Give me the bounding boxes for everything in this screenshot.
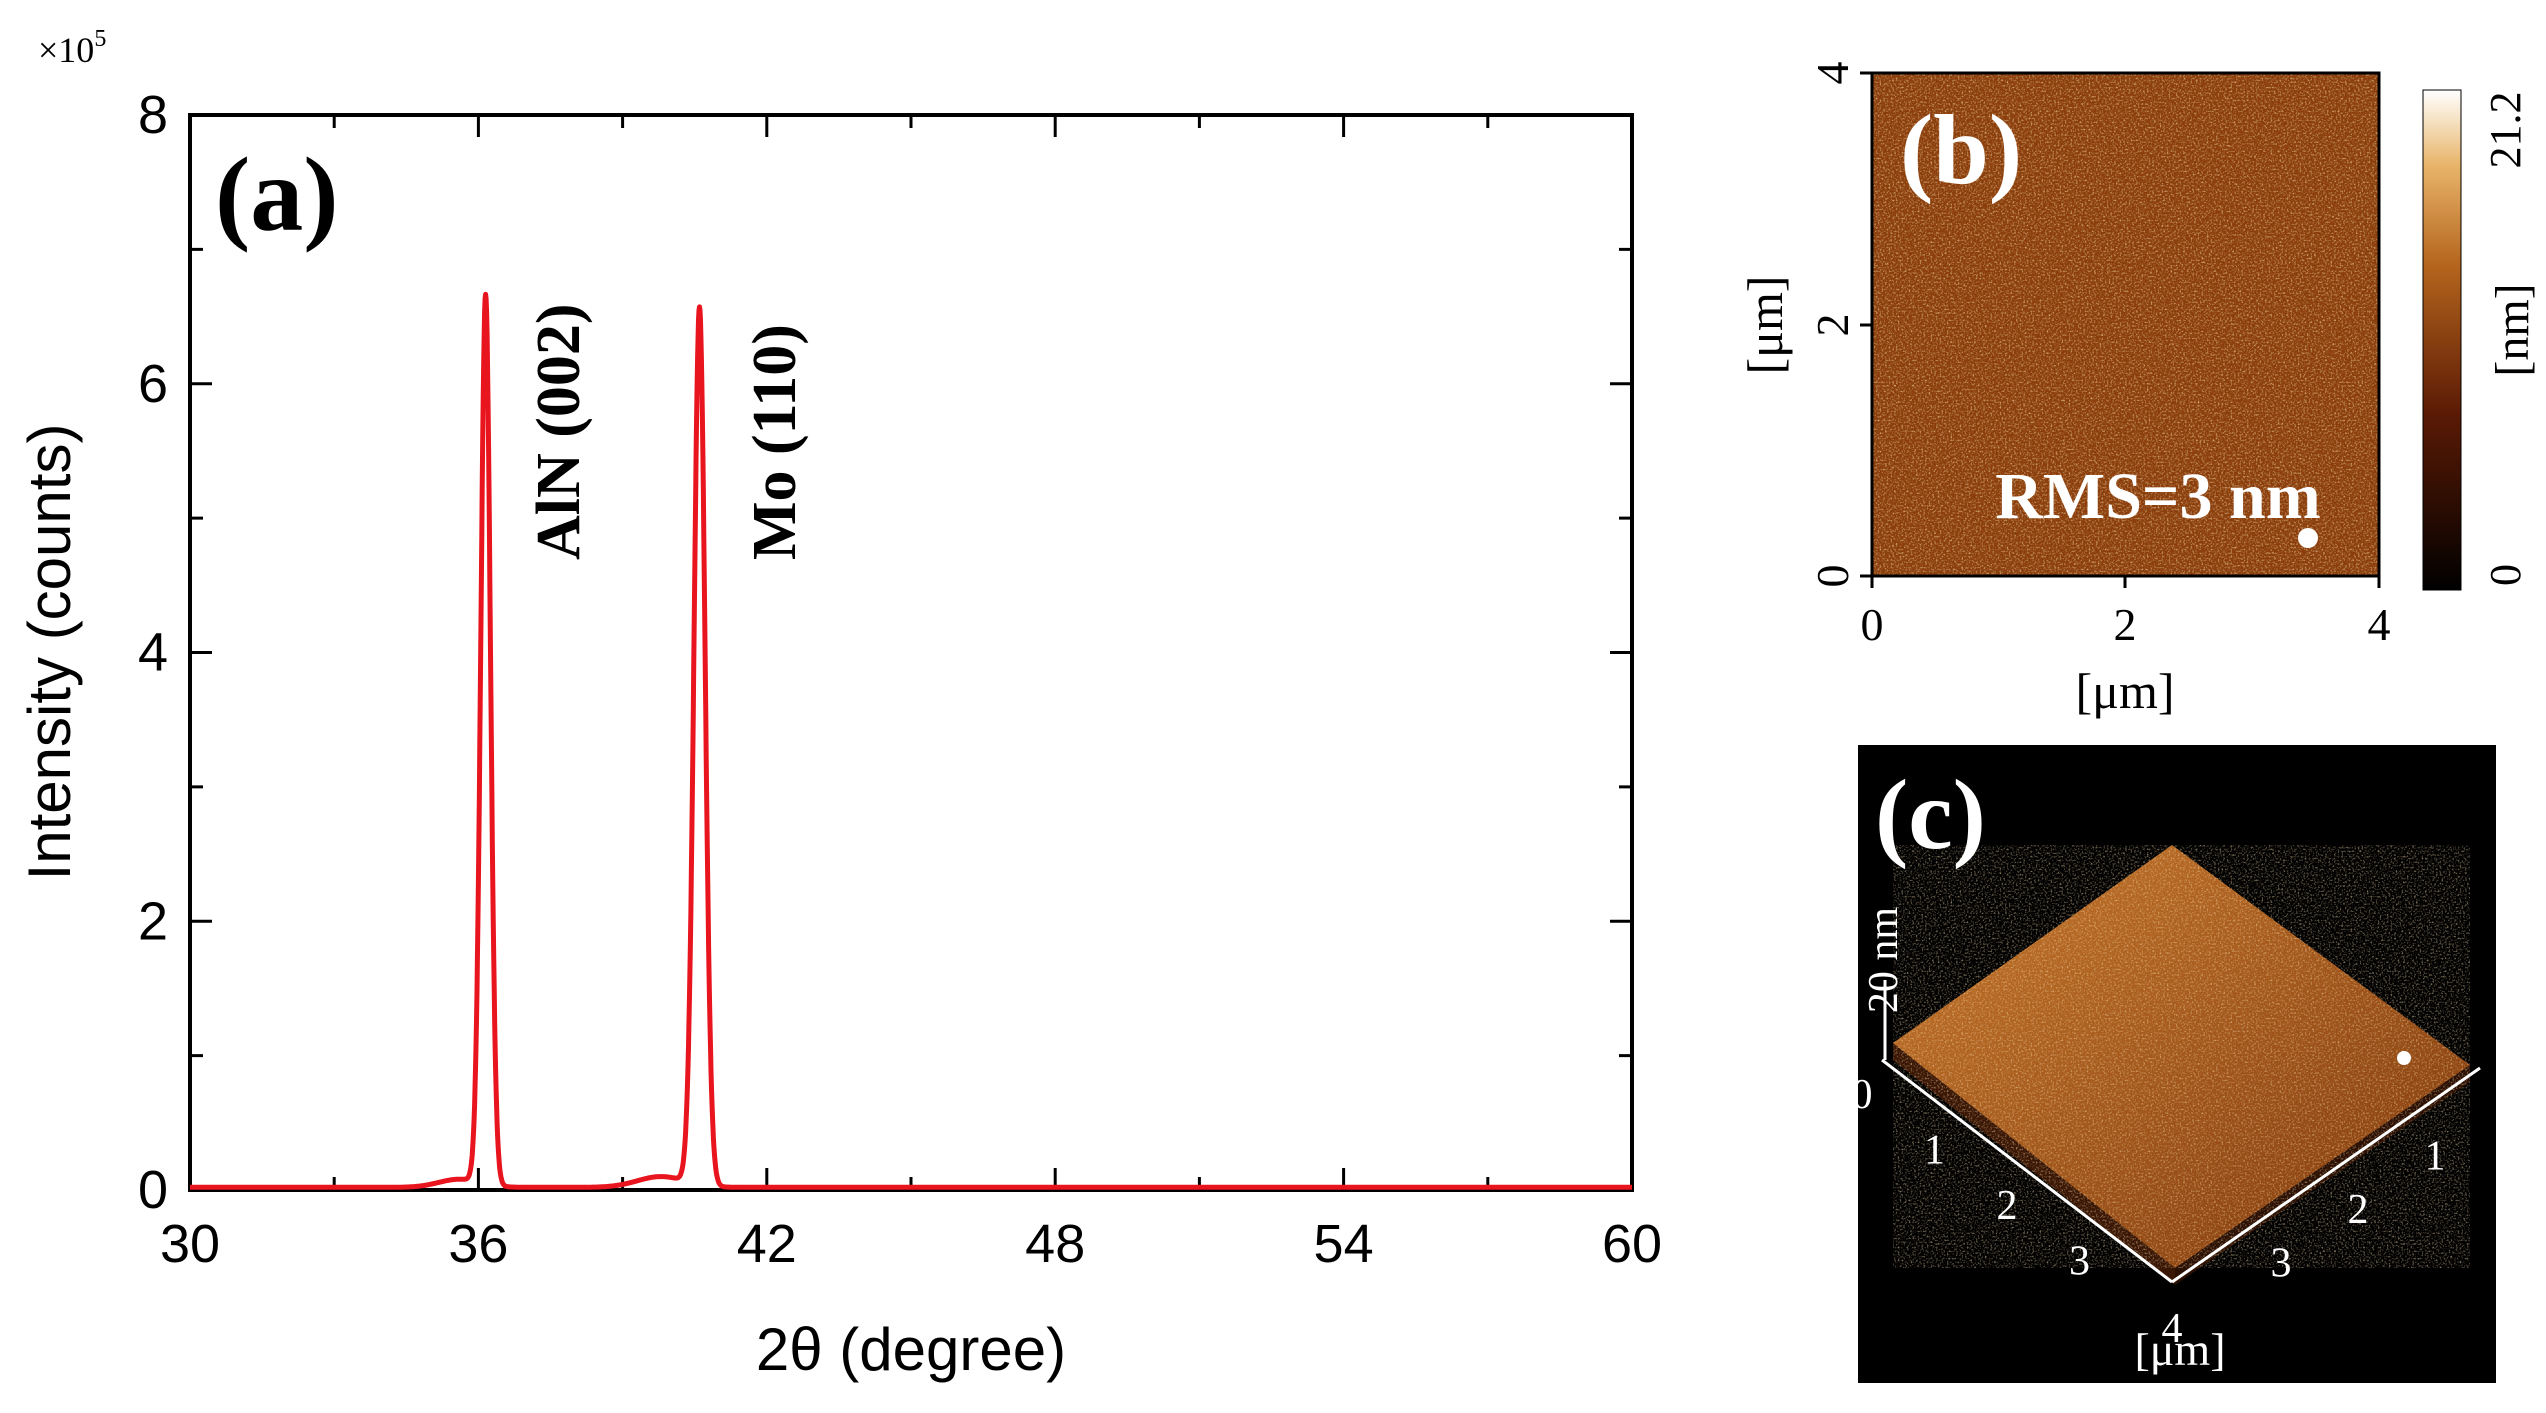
- plot-frame: [188, 113, 1634, 1192]
- peak-label-aln: AlN (002): [525, 303, 593, 560]
- y-tick-label: 4: [138, 623, 168, 683]
- afm-ticks: [1860, 71, 2381, 588]
- y-multiplier: ×105: [38, 26, 106, 70]
- c-right-tick-label: 2: [2348, 1187, 2369, 1233]
- x-tick-label: 54: [1314, 1214, 1374, 1274]
- y-tick-label: 0: [138, 1160, 168, 1220]
- colorbar: [2422, 89, 2462, 591]
- colorbar-min-label: 0: [2481, 564, 2530, 586]
- panel-label-a: (a): [215, 136, 339, 253]
- afm-image-light-grain: [1872, 73, 2379, 576]
- c-right-tick-label: 1: [2425, 1134, 2446, 1180]
- b-y-axis-label: [μm]: [1737, 276, 1793, 375]
- b-xtick-4: 4: [2368, 599, 2391, 650]
- peak-label-mo: Mo (110): [741, 324, 809, 560]
- b-x-axis-label: [μm]: [2076, 663, 2175, 719]
- x-tick-label: 36: [448, 1214, 508, 1274]
- afm-height-map: 0 2 4 0 2 4 [μm] [μm] (b) RMS=3 nm 21.2 …: [1737, 62, 2539, 720]
- z-axis-label: 20 nm: [1861, 907, 1907, 1014]
- b-ytick-4: 4: [1807, 62, 1858, 85]
- x-tick-label: 48: [1025, 1214, 1085, 1274]
- c-left-tick-label: 1: [1924, 1128, 1945, 1174]
- b-ytick-2: 2: [1807, 314, 1858, 337]
- c-left-tick-label: 3: [2069, 1239, 2090, 1285]
- afm-particle: [2298, 528, 2318, 548]
- c-left-tick-label: 4: [2162, 1306, 2183, 1352]
- xrd-curve: [188, 291, 1634, 1190]
- b-ytick-0: 0: [1807, 565, 1858, 588]
- y-tick-label: 8: [138, 85, 168, 145]
- x-tick-label: 60: [1602, 1214, 1662, 1274]
- x-axis-label: 2θ (degree): [756, 1316, 1066, 1383]
- c-left-tick-label: 0: [1852, 1072, 1873, 1118]
- y-tick-label: 6: [138, 354, 168, 414]
- surface-particle: [2397, 1051, 2411, 1065]
- c-left-tick-label: 2: [1997, 1183, 2018, 1229]
- c-right-tick-label: 0: [2502, 1080, 2523, 1126]
- surface-texture: [1893, 845, 2470, 1268]
- surface-side-left: [1893, 1043, 2175, 1285]
- y-axis-label: Intensity (counts): [16, 424, 83, 881]
- y-tick-label: 2: [138, 891, 168, 951]
- colorbar-unit-label: [nm]: [2486, 283, 2539, 376]
- x-tick-label: 30: [160, 1214, 220, 1274]
- afm-3d-surface: 0 1 2 3 4 0 1 2 3 (c) 20 nm [μm]: [1852, 745, 2523, 1383]
- colorbar-max-label: 21.2: [2481, 92, 2530, 169]
- c-right-tick-label: 3: [2271, 1241, 2292, 1287]
- x-tick-label: 42: [737, 1214, 797, 1274]
- b-xtick-0: 0: [1861, 599, 1884, 650]
- xrd-chart: ×105 30 36 42 48 54 60 0 2 4 6 8 (a) AlN (002) Mo…: [16, 26, 1662, 1383]
- rms-annotation: RMS=3 nm: [1995, 460, 2320, 533]
- c-unit-label: [μm]: [2134, 1324, 2225, 1375]
- b-xtick-2: 2: [2114, 599, 2137, 650]
- panel-label-b: (b): [1900, 94, 2022, 205]
- panel-label-c: (c): [1875, 759, 1986, 870]
